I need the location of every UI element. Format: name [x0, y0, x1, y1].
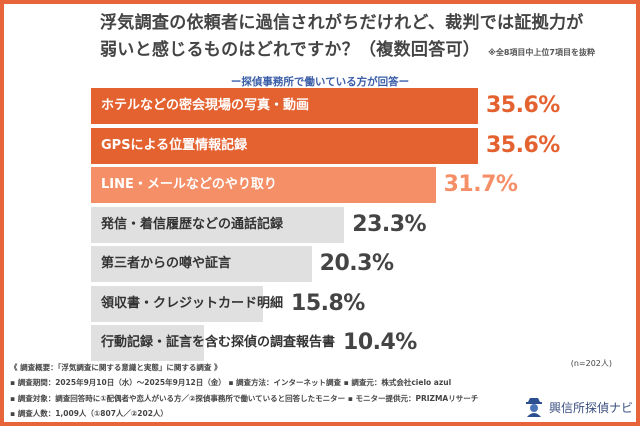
bar: GPSによる位置情報記録	[91, 127, 478, 164]
title-line-2-text: 弱いと感じるものはどれですか？（複数回答可）	[100, 40, 481, 60]
bar-label: GPSによる位置情報記録	[101, 137, 248, 153]
title-note: ※全8項目中上位7項目を抜粋	[488, 48, 596, 57]
value-label: 15.8%	[291, 290, 365, 316]
chart-subtitle: ー探偵事務所で働いている方が回答ー	[230, 76, 410, 88]
bar-label: 行動記録・証言を含む探偵の調査報告書	[101, 335, 336, 350]
bar-label: 第三者からの噂や証言	[101, 256, 232, 271]
value-label: 20.3%	[319, 251, 394, 276]
bar: LINE・メールなどのやり取り	[91, 167, 436, 203]
bar: 発信・着信履歴などの通話記録	[91, 206, 345, 243]
footer-line-1: 《 調査概要：「浮気調査に関する意識と実態」に関する調査 》	[10, 363, 222, 372]
value-label: 23.3%	[352, 211, 427, 237]
title-line-2: 弱いと感じるものはどれですか？（複数回答可） ※全8項目中上位7項目を抜粋	[100, 37, 595, 66]
detective-icon	[526, 398, 542, 417]
bar-label: 発信・着信履歴などの通話記録	[101, 216, 284, 232]
bar: ホテルなどの密会現場の写真・動画	[91, 88, 478, 124]
bar: 領収書・クレジットカード明細	[91, 285, 283, 322]
logo-text: 興信所探偵ナビ	[549, 400, 634, 415]
logo: 興信所探偵ナビ	[525, 397, 633, 417]
footer-line-4: ▪ 調査人数：1,009人（①807人／②202人）	[10, 409, 168, 418]
value-label: 31.7%	[443, 172, 518, 197]
sample-size: (n=202人)	[570, 359, 612, 368]
value-label: 35.6%	[486, 132, 560, 158]
title-line-1: 浮気調査の依頼者に過信されがちだけれど、裁判では証拠力が	[100, 13, 584, 33]
value-label: 10.4%	[343, 330, 417, 355]
bar-label: ホテルなどの密会現場の写真・動画	[101, 98, 310, 113]
bar: 第三者からの噂や証言	[91, 246, 312, 282]
footer-line-2: ▪ 調査期間：2025年9月10日（水）〜2025年9月12日（金） ▪ 調査方…	[10, 378, 452, 387]
footer-line-3: ▪ 調査対象：調査回答時に①配偶者や恋人がいる方／②探偵事務所で働いていると回答…	[10, 394, 479, 403]
bar-label: 領収書・クレジットカード明細	[101, 295, 284, 311]
chart-title: 浮気調査の依頼者に過信されがちだけれど、裁判では証拠力が 弱いと感じるものはどれ…	[100, 10, 595, 66]
bar-label: LINE・メールなどのやり取り	[101, 177, 277, 192]
bar: 行動記録・証言を含む探偵の調査報告書	[91, 325, 335, 361]
value-label: 35.6%	[486, 93, 560, 118]
